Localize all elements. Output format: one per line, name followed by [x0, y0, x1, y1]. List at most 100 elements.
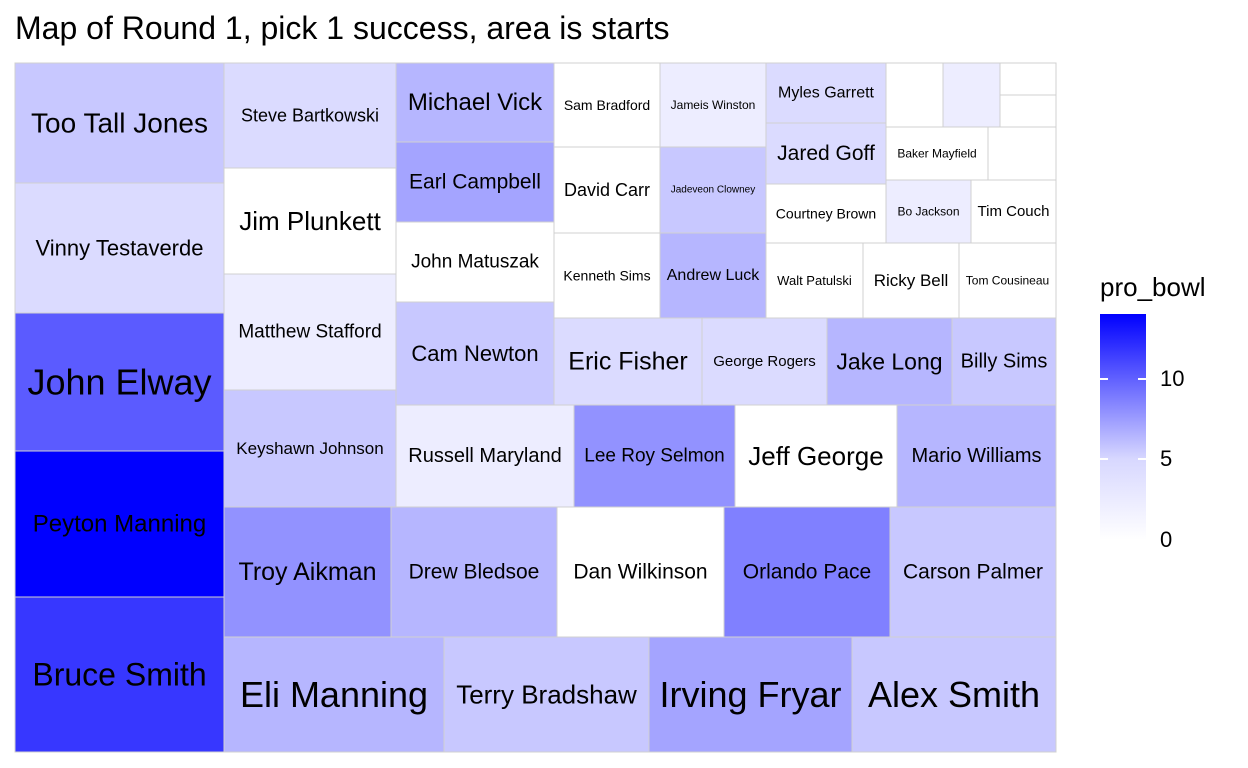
tile-label: Jared Goff — [777, 142, 875, 165]
tile-label: Myles Garrett — [778, 85, 875, 102]
legend-tick-mark — [1138, 377, 1146, 380]
tile-label: George Rogers — [713, 353, 816, 370]
treemap-tile — [553, 232, 661, 319]
treemap-tile — [734, 404, 898, 508]
tile-label: Alex Smith — [868, 674, 1040, 715]
treemap-tile — [896, 404, 1057, 508]
treemap-tile — [885, 126, 989, 181]
tile-label: Irving Fryar — [659, 674, 841, 715]
treemap-tile — [395, 62, 555, 143]
tile-label: Tom Cousineau — [966, 274, 1049, 288]
legend-tick-mark — [1100, 458, 1108, 461]
tile-label: Eli Manning — [240, 674, 428, 715]
treemap-tile — [223, 506, 392, 638]
tile-label: Mario Williams — [912, 445, 1042, 467]
treemap-tile — [14, 450, 225, 598]
treemap-tile — [553, 146, 661, 234]
treemap-tile — [889, 506, 1057, 638]
treemap-tile — [659, 62, 767, 148]
legend-tick-label: 5 — [1160, 446, 1173, 472]
tile-label: Terry Bradshaw — [456, 680, 637, 710]
treemap-tile — [970, 179, 1057, 244]
tile-label: Carson Palmer — [903, 561, 1043, 584]
tile-label: Sam Bradford — [564, 97, 650, 113]
treemap-tile — [395, 404, 575, 508]
legend-tick-mark — [1138, 458, 1146, 461]
tile-label: Jameis Winston — [671, 98, 756, 112]
tile-label: Cam Newton — [411, 341, 538, 366]
legend-tick-label: 0 — [1160, 527, 1173, 552]
treemap-tile — [390, 506, 558, 638]
tile-label: Keyshawn Johnson — [236, 439, 383, 458]
tile-label: Courtney Brown — [776, 206, 876, 222]
tile-label: Jeff George — [748, 441, 883, 471]
tile-label: Troy Aikman — [238, 558, 376, 586]
treemap-tile — [443, 636, 650, 753]
tile-label: Eric Fisher — [568, 348, 687, 376]
treemap-tile — [14, 596, 225, 753]
tile-label: Vinny Testaverde — [36, 236, 204, 261]
tile-label: Lee Roy Selmon — [584, 446, 724, 467]
tile-label: Andrew Luck — [667, 267, 760, 284]
treemap-tile — [999, 62, 1057, 96]
tile-label: Peyton Manning — [33, 511, 206, 538]
tile-label: David Carr — [564, 180, 650, 200]
tile-label: Billy Sims — [961, 351, 1048, 373]
tile-label: John Matuszak — [411, 252, 539, 273]
legend-tick-mark — [1100, 539, 1108, 541]
treemap-tile — [958, 242, 1057, 319]
treemap-tile — [395, 221, 555, 303]
treemap-tile — [14, 182, 225, 314]
treemap-tile — [885, 62, 944, 128]
treemap-tile — [987, 126, 1057, 181]
treemap-tile — [701, 317, 828, 406]
treemap-tile — [223, 167, 397, 275]
treemap-tile — [765, 242, 864, 319]
treemap-tile — [885, 179, 972, 244]
tile-label: Steve Bartkowski — [241, 106, 379, 126]
tile-label: Kenneth Sims — [563, 268, 650, 284]
chart-title: Map of Round 1, pick 1 success, area is … — [15, 10, 670, 46]
treemap-tile — [999, 94, 1057, 128]
treemap-tile — [659, 232, 767, 319]
tile-label: Orlando Pace — [743, 561, 871, 584]
tile-label: Walt Patulski — [777, 273, 852, 288]
legend-tick-label: 10 — [1160, 365, 1185, 391]
treemap-tile — [395, 301, 555, 406]
treemap-tile — [648, 636, 853, 753]
tile-label: Baker Mayfield — [897, 147, 976, 161]
tile-label: Earl Campbell — [409, 171, 541, 194]
tile-label: Bruce Smith — [32, 657, 206, 693]
treemap-tile — [556, 506, 725, 638]
treemap-tile — [951, 317, 1057, 406]
treemap-tile — [851, 636, 1057, 753]
tile-label: Ricky Bell — [874, 271, 949, 290]
treemap-tile — [942, 62, 1001, 128]
tile-label: Jake Long — [836, 349, 942, 375]
treemap-tile — [826, 317, 953, 406]
treemap-tile — [573, 404, 736, 508]
tile-label: Bo Jackson — [897, 205, 959, 219]
tile-label: Drew Bledsoe — [409, 561, 540, 584]
treemap-tile — [765, 183, 887, 244]
tile-label: Michael Vick — [408, 89, 543, 116]
legend-tick-mark — [1138, 539, 1146, 541]
treemap-tile — [14, 312, 225, 452]
treemap-tile — [659, 146, 767, 234]
tile-label: Too Tall Jones — [31, 108, 208, 139]
tile-label: Dan Wilkinson — [573, 561, 707, 584]
tile-label: Jadeveon Clowney — [671, 185, 756, 196]
tile-label: Jim Plunkett — [239, 206, 381, 236]
legend-title: pro_bowl — [1100, 272, 1206, 302]
tile-label: Russell Maryland — [408, 445, 561, 467]
treemap-tile — [223, 273, 397, 391]
treemap-tile — [223, 389, 397, 508]
treemap-tile — [553, 62, 661, 148]
treemap-tile — [14, 62, 225, 184]
treemap-tile — [223, 636, 445, 753]
legend-tick-mark — [1100, 377, 1108, 380]
tile-label: Tim Couch — [978, 203, 1050, 220]
tile-label: Matthew Stafford — [238, 322, 381, 343]
treemap-tile — [765, 122, 887, 185]
